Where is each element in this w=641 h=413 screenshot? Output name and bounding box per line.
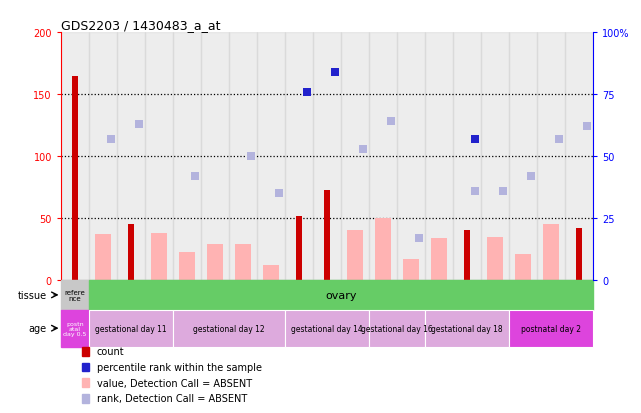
Bar	[425, 33, 453, 280]
Text: GDS2203 / 1430483_a_at: GDS2203 / 1430483_a_at	[61, 19, 221, 32]
FancyBboxPatch shape	[61, 280, 89, 310]
Bar	[173, 33, 201, 280]
Text: gestational day 14: gestational day 14	[291, 324, 363, 333]
Text: ovary: ovary	[325, 290, 356, 300]
Bar	[82, 394, 89, 403]
Bar	[229, 33, 257, 280]
Bar	[481, 33, 509, 280]
Bar	[487, 237, 503, 280]
Bar	[89, 33, 117, 280]
FancyBboxPatch shape	[285, 310, 369, 347]
Bar	[464, 231, 470, 280]
Bar	[296, 216, 302, 280]
Bar	[537, 33, 565, 280]
Text: gestational day 18: gestational day 18	[431, 324, 503, 333]
FancyBboxPatch shape	[369, 310, 425, 347]
Bar	[207, 244, 222, 280]
Text: refere
nce: refere nce	[65, 289, 85, 301]
FancyBboxPatch shape	[509, 310, 593, 347]
FancyBboxPatch shape	[173, 310, 285, 347]
Bar	[576, 228, 582, 280]
Text: percentile rank within the sample: percentile rank within the sample	[97, 362, 262, 372]
Bar	[324, 190, 330, 280]
Bar	[145, 33, 173, 280]
Bar	[431, 238, 447, 280]
Bar	[61, 33, 89, 280]
Bar	[201, 33, 229, 280]
Bar	[82, 347, 89, 356]
Bar	[117, 33, 145, 280]
Bar	[347, 231, 363, 280]
FancyBboxPatch shape	[89, 310, 173, 347]
Bar	[543, 225, 558, 280]
Text: age: age	[29, 323, 47, 333]
Bar	[82, 379, 89, 387]
Text: postnatal day 2: postnatal day 2	[521, 324, 581, 333]
Text: rank, Detection Call = ABSENT: rank, Detection Call = ABSENT	[97, 394, 247, 404]
Text: gestational day 16: gestational day 16	[361, 324, 433, 333]
Bar	[375, 218, 390, 280]
Bar	[82, 363, 89, 371]
Bar	[341, 33, 369, 280]
Text: gestational day 11: gestational day 11	[95, 324, 167, 333]
Bar	[235, 244, 251, 280]
FancyBboxPatch shape	[61, 310, 89, 347]
Bar	[151, 233, 167, 280]
Text: tissue: tissue	[18, 290, 47, 300]
FancyBboxPatch shape	[425, 310, 509, 347]
Bar	[285, 33, 313, 280]
Bar	[96, 235, 111, 280]
Bar	[515, 254, 531, 280]
Text: postn
atal
day 0.5: postn atal day 0.5	[63, 321, 87, 336]
Text: count: count	[97, 347, 124, 356]
Bar	[453, 33, 481, 280]
Bar	[179, 252, 195, 280]
Bar	[369, 33, 397, 280]
Bar	[263, 266, 279, 280]
Bar	[128, 225, 134, 280]
Bar	[565, 33, 593, 280]
Bar	[72, 76, 78, 280]
Bar	[509, 33, 537, 280]
Bar	[403, 259, 419, 280]
Bar	[397, 33, 425, 280]
Bar	[313, 33, 341, 280]
Bar	[257, 33, 285, 280]
Text: gestational day 12: gestational day 12	[193, 324, 265, 333]
Text: value, Detection Call = ABSENT: value, Detection Call = ABSENT	[97, 378, 252, 388]
FancyBboxPatch shape	[89, 280, 593, 310]
